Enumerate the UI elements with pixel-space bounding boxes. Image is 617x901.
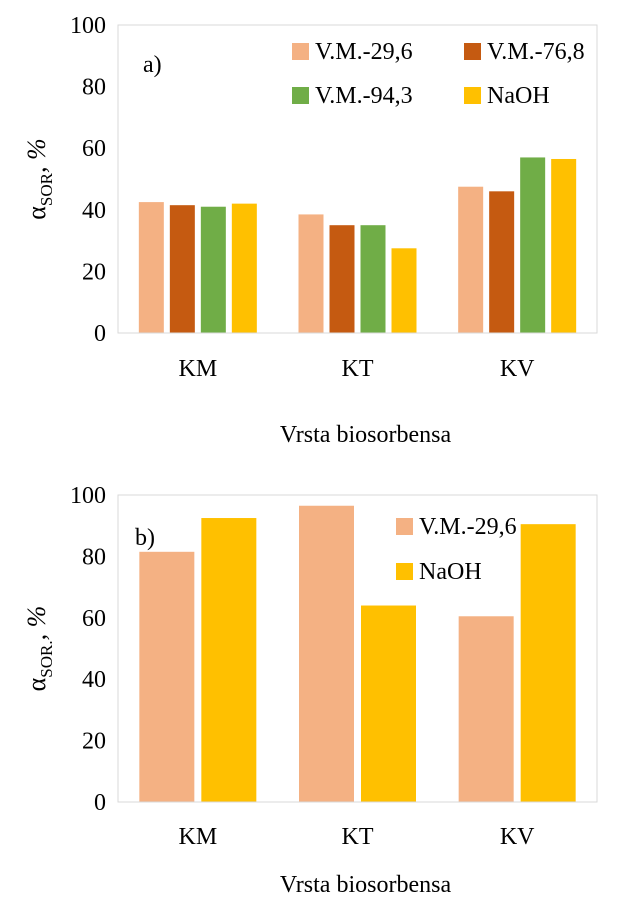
bar-km-series-2 <box>201 518 257 802</box>
x-axis-title: Vrsta biosorbensa <box>280 422 452 448</box>
bar-km-series-2 <box>169 205 195 333</box>
bar-km-series-3 <box>200 206 226 333</box>
y-tick-label: 40 <box>82 667 106 693</box>
y-tick-label: 20 <box>82 259 106 285</box>
bar-kt-series-4 <box>391 248 417 333</box>
y-tick-label: 80 <box>82 75 106 101</box>
x-category-label: KT <box>342 356 374 382</box>
chart-panel-b: 0 20 40 60 80 100 KM KT KV Vrsta biosorbensa αSOR.… <box>22 483 598 898</box>
bar-kv-series-2 <box>489 191 515 333</box>
legend-swatch <box>292 87 309 104</box>
x-category-label: KV <box>500 824 535 850</box>
y-axis-title: αSOR, % <box>22 138 56 219</box>
legend-label: V.M.-76,8 <box>487 39 585 65</box>
bar-km-series-1 <box>138 202 164 333</box>
panel-label: b) <box>135 525 155 551</box>
y-axis-subscript: SOR. <box>37 640 56 677</box>
legend-label: NaOH <box>487 83 550 109</box>
legend-label: NaOH <box>419 559 482 585</box>
legend-swatch <box>464 87 481 104</box>
x-category-label: KV <box>500 356 535 382</box>
legend-swatch <box>464 43 481 60</box>
y-axis-subscript: SOR <box>37 172 56 206</box>
bar-kv-series-1 <box>458 186 484 333</box>
bar-kt-series-2 <box>361 605 416 802</box>
bar-km-series-1 <box>139 551 195 802</box>
legend-label: V.M.-29,6 <box>419 514 517 540</box>
y-axis-title: αSOR., % <box>22 606 56 692</box>
y-axis-unit: , % <box>22 606 51 641</box>
y-tick-label: 80 <box>82 544 106 570</box>
y-axis-symbol: α <box>22 206 51 220</box>
legend-swatch <box>292 43 309 60</box>
bar-kv-series-4 <box>551 158 577 333</box>
legend-swatch <box>396 563 413 580</box>
legend-label: V.M.-29,6 <box>315 39 413 65</box>
bar-km-series-4 <box>231 203 257 333</box>
bar-kt-series-1 <box>298 214 324 333</box>
bar-kt-series-2 <box>329 225 355 333</box>
y-tick-label: 60 <box>82 136 106 162</box>
bar-kt-series-1 <box>299 505 354 802</box>
legend-swatch <box>396 518 413 535</box>
y-tick-label: 0 <box>94 321 106 347</box>
bar-kv-series-3 <box>520 157 546 333</box>
y-tick-label: 40 <box>82 198 106 224</box>
bar-kv-series-1 <box>458 616 514 802</box>
y-tick-label: 20 <box>82 729 106 755</box>
legend-label: V.M.-94,3 <box>315 83 413 109</box>
x-category-label: KT <box>342 824 374 850</box>
bar-kt-series-3 <box>360 225 386 333</box>
y-tick-label: 100 <box>70 483 106 509</box>
y-tick-label: 0 <box>94 790 106 816</box>
x-axis-title: Vrsta biosorbensa <box>280 872 452 898</box>
bar-kv-series-2 <box>520 524 576 802</box>
x-category-label: KM <box>178 356 217 382</box>
y-tick-label: 100 <box>70 13 106 39</box>
y-tick-label: 60 <box>82 606 106 632</box>
chart-panel-a: 0 20 40 60 80 100 KM KT KV Vrsta biosorbensa αSOR,… <box>22 13 598 448</box>
x-category-label: KM <box>178 824 217 850</box>
y-axis-symbol: α <box>22 677 51 691</box>
panel-label: a) <box>143 52 162 78</box>
y-axis-unit: , % <box>22 138 51 173</box>
